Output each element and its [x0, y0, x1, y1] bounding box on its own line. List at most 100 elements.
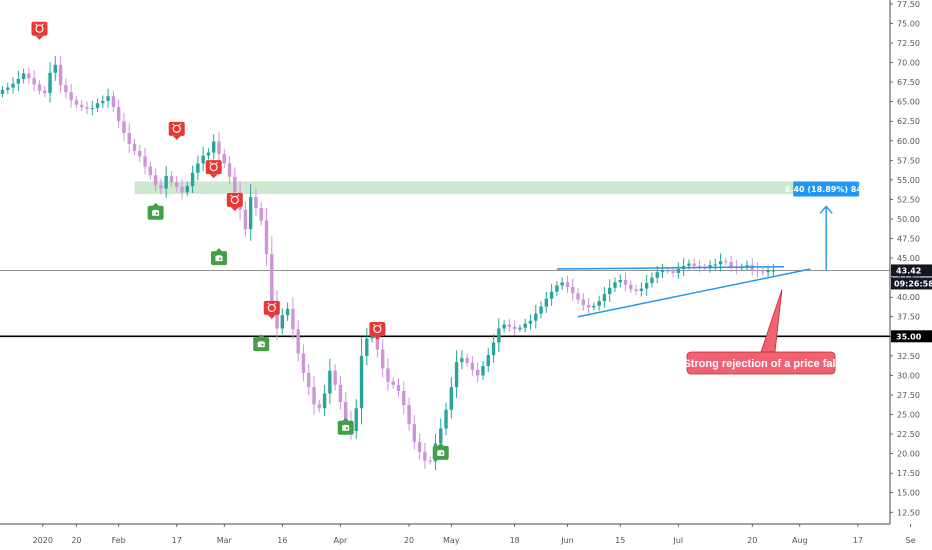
price-tick-label: 65.00	[897, 98, 920, 107]
candle	[380, 339, 385, 378]
candle-body	[402, 391, 406, 406]
candle-body	[692, 263, 696, 266]
candle	[597, 295, 601, 311]
candle	[164, 165, 168, 198]
candle	[396, 378, 401, 397]
candle-body	[576, 293, 580, 300]
candle-body	[713, 264, 717, 266]
candle	[243, 201, 248, 237]
candle-body	[586, 305, 591, 308]
candle-body	[623, 279, 628, 285]
bear-glyph-icon	[209, 163, 218, 172]
candle	[111, 90, 116, 113]
candle-body	[386, 368, 390, 382]
price-tick-label: 45.00	[897, 254, 920, 263]
candle-body	[148, 166, 153, 176]
candle	[222, 148, 226, 169]
bull-glyph-icon	[152, 209, 160, 216]
bear-horn-icon	[236, 194, 240, 197]
price-tick-label: 20.00	[897, 450, 920, 459]
upper-trendline[interactable]	[556, 265, 784, 270]
candle-body	[106, 96, 110, 101]
candle-body	[481, 366, 485, 376]
price-tick-label: 25.00	[897, 411, 920, 420]
measure-label-box[interactable]	[793, 181, 860, 197]
candle	[618, 274, 622, 288]
candle	[502, 320, 506, 333]
candle-body	[708, 265, 712, 269]
candle-body	[565, 282, 570, 288]
time-tick-label: 17	[853, 536, 863, 545]
lower-trendline[interactable]	[577, 268, 811, 318]
candle-body	[560, 282, 564, 286]
price-tick-label: 27.50	[897, 391, 920, 400]
sell-signal-box	[263, 300, 280, 315]
candle	[423, 442, 427, 469]
candle	[359, 337, 364, 425]
candle-body	[32, 78, 36, 85]
candle-body	[175, 182, 179, 187]
candle	[0, 86, 5, 98]
candle-body	[359, 355, 364, 409]
candle-body	[644, 283, 649, 289]
sell-signal-icon	[205, 160, 222, 179]
candle-body	[138, 150, 142, 157]
candle-body	[227, 163, 232, 177]
bear-glyph-icon	[172, 124, 181, 133]
candle-body	[180, 186, 184, 193]
candle-body	[375, 331, 380, 350]
trendlines-layer[interactable]	[556, 265, 811, 318]
candle	[138, 144, 142, 163]
candle-body	[745, 265, 749, 267]
candle	[212, 133, 216, 160]
candle	[713, 258, 717, 271]
bull-eye-icon	[155, 212, 158, 215]
candle	[32, 70, 36, 92]
candle-body	[80, 104, 84, 108]
candle	[106, 88, 110, 108]
last-price-badge[interactable]	[891, 264, 932, 277]
time-tick-label: Jun	[560, 536, 574, 545]
level-price-badge[interactable]	[891, 330, 932, 343]
candle	[560, 277, 564, 290]
measure-layer[interactable]: 8.40 (18.89%) 840	[785, 181, 868, 271]
candle-body	[74, 100, 79, 105]
candle	[692, 258, 696, 271]
bear-horn-icon	[230, 194, 233, 197]
candle-body	[101, 100, 105, 104]
annotation-layer[interactable]: Strong rejection of a price fall	[683, 289, 839, 375]
time-tick-label: 20	[71, 536, 81, 545]
candle	[465, 353, 469, 368]
candle	[85, 101, 89, 115]
candle	[476, 362, 480, 383]
price-tick-label: 15.00	[897, 489, 920, 498]
candle-body	[190, 172, 195, 187]
time-tick-label: 16	[277, 536, 287, 545]
candle	[417, 433, 422, 460]
price-tick-label: 60.00	[897, 137, 920, 146]
candle	[755, 262, 760, 279]
bull-glyph-icon	[257, 341, 265, 348]
candle	[491, 333, 496, 363]
candle-body	[592, 305, 596, 308]
candle-body	[95, 103, 100, 108]
annotation-box[interactable]	[686, 351, 836, 375]
candle-body	[16, 78, 21, 84]
candle-body	[296, 329, 300, 354]
bull-eye-icon	[345, 427, 348, 430]
candle-body	[655, 272, 659, 278]
candle	[27, 67, 31, 84]
candle	[655, 265, 659, 284]
candle	[338, 376, 343, 410]
candle-body	[270, 254, 274, 304]
candle-body	[6, 87, 10, 90]
candle-body	[233, 176, 237, 193]
candle-body	[444, 409, 448, 429]
candle-body	[43, 90, 47, 94]
bear-glyph-icon	[35, 24, 44, 33]
signals-layer	[31, 21, 449, 460]
candle	[143, 147, 147, 175]
candle	[296, 320, 300, 362]
